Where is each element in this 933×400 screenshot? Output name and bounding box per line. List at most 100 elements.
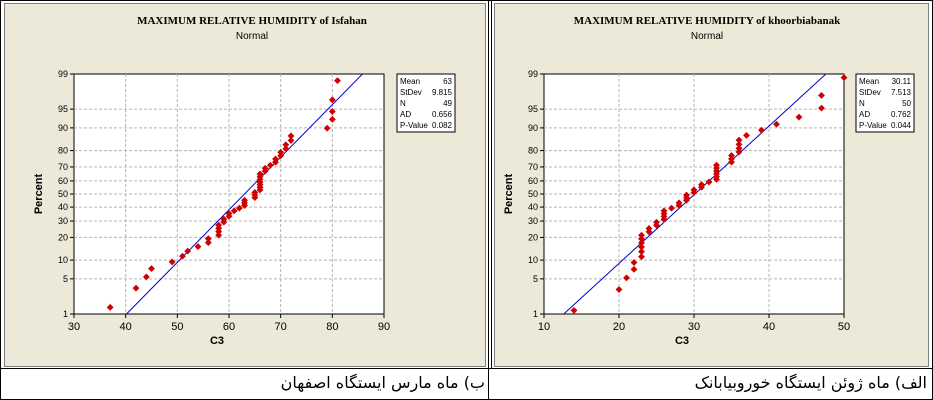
data-point — [148, 265, 155, 273]
data-point — [743, 131, 750, 139]
stat-value: 0.044 — [891, 121, 912, 130]
data-point — [638, 248, 645, 256]
data-point — [194, 243, 202, 251]
data-point — [758, 126, 765, 134]
chart-title: MAXIMUM RELATIVE HUMIDITY of Isfahan — [137, 15, 367, 27]
y-tick-label: 10 — [58, 255, 68, 265]
stat-label: AD — [400, 110, 411, 119]
fit-line — [125, 74, 364, 314]
x-tick-label: 10 — [538, 321, 550, 333]
data-point — [215, 221, 223, 229]
data-point — [334, 77, 341, 85]
y-tick-label: 20 — [528, 232, 538, 242]
data-point — [230, 207, 238, 215]
data-point — [735, 136, 743, 144]
data-point — [241, 196, 248, 204]
y-tick-label: 60 — [58, 176, 68, 186]
data-point — [215, 231, 223, 239]
y-tick-label: 95 — [58, 104, 68, 114]
y-axis-label: Percent — [503, 173, 515, 214]
x-tick-label: 40 — [763, 321, 775, 333]
data-point — [225, 210, 233, 217]
data-point — [713, 161, 720, 169]
data-point — [204, 239, 212, 247]
data-point — [328, 96, 336, 104]
data-point — [277, 152, 285, 160]
y-tick-label: 30 — [58, 216, 68, 226]
data-point — [256, 170, 264, 178]
y-tick-label: 70 — [58, 162, 68, 172]
data-point — [638, 231, 645, 239]
stat-value: 0.082 — [432, 121, 453, 130]
stats-box — [396, 73, 456, 133]
data-point — [818, 91, 825, 99]
y-tick-label: 90 — [528, 123, 538, 133]
stat-value: 7.513 — [891, 88, 912, 97]
x-tick-label: 30 — [68, 321, 80, 333]
data-point — [638, 243, 645, 251]
data-point — [630, 259, 638, 266]
stats-box — [855, 73, 915, 133]
y-tick-label: 40 — [528, 202, 538, 212]
y-tick-label: 1 — [63, 309, 68, 319]
data-point — [272, 155, 279, 163]
data-point — [570, 307, 578, 314]
y-tick-label: 50 — [58, 189, 68, 199]
data-point — [251, 189, 259, 196]
y-axis-label: Percent — [33, 173, 45, 214]
y-tick-label: 5 — [533, 274, 538, 284]
stat-label: AD — [859, 110, 870, 119]
stat-label: N — [859, 99, 865, 108]
stat-value: 30.11 — [892, 77, 912, 86]
stat-value: 63 — [443, 77, 452, 86]
data-point — [638, 235, 645, 243]
caption-row: ب) ماه مارس ایستگاه اصفهان الف) ماه ژوئن… — [0, 369, 933, 400]
caption-isfahan: ب) ماه مارس ایستگاه اصفهان — [280, 373, 485, 392]
data-point — [235, 204, 243, 212]
data-point — [698, 181, 705, 189]
stat-label: N — [400, 99, 406, 108]
stat-value: 50 — [902, 99, 911, 108]
data-point — [683, 191, 690, 199]
y-tick-label: 70 — [528, 162, 538, 172]
y-tick-label: 1 — [533, 309, 538, 319]
data-point — [132, 284, 140, 292]
data-point — [735, 140, 743, 148]
caption-khoorbiabanak: الف) ماه ژوئن ایستگاه خوروبیابانک — [694, 373, 927, 392]
stat-label: P-Value — [859, 121, 887, 130]
y-tick-label: 80 — [528, 146, 538, 156]
y-tick-label: 80 — [58, 146, 68, 156]
probability-plot-khoorbiabanak: MAXIMUM RELATIVE HUMIDITY of khoorbiaban… — [494, 3, 929, 367]
stat-value: 49 — [443, 99, 452, 108]
data-point — [204, 235, 212, 243]
x-tick-label: 90 — [378, 321, 390, 333]
data-point — [690, 186, 698, 194]
data-point — [106, 303, 114, 311]
data-point — [728, 152, 735, 159]
stat-value: 9.815 — [432, 88, 453, 97]
stat-label: Mean — [400, 77, 420, 86]
stat-label: StDev — [400, 88, 422, 97]
y-tick-label: 30 — [528, 216, 538, 226]
x-tick-label: 50 — [171, 321, 183, 333]
data-point — [818, 104, 825, 112]
stat-value: 0.762 — [891, 110, 912, 119]
data-point — [287, 137, 295, 144]
x-tick-label: 80 — [326, 321, 338, 333]
x-tick-label: 50 — [838, 321, 850, 333]
x-tick-label: 40 — [120, 321, 132, 333]
stat-value: 0.656 — [432, 110, 453, 119]
data-point — [168, 258, 176, 266]
data-point — [277, 148, 285, 156]
x-tick-label: 70 — [275, 321, 287, 333]
chart-subtitle: Normal — [691, 31, 723, 42]
data-point — [323, 124, 331, 132]
data-point — [675, 199, 683, 207]
data-point — [630, 265, 638, 273]
data-point — [735, 144, 743, 152]
data-point — [795, 113, 803, 121]
data-point — [660, 207, 668, 215]
stat-label: StDev — [859, 88, 881, 97]
data-point — [261, 164, 269, 172]
data-point — [266, 161, 274, 169]
